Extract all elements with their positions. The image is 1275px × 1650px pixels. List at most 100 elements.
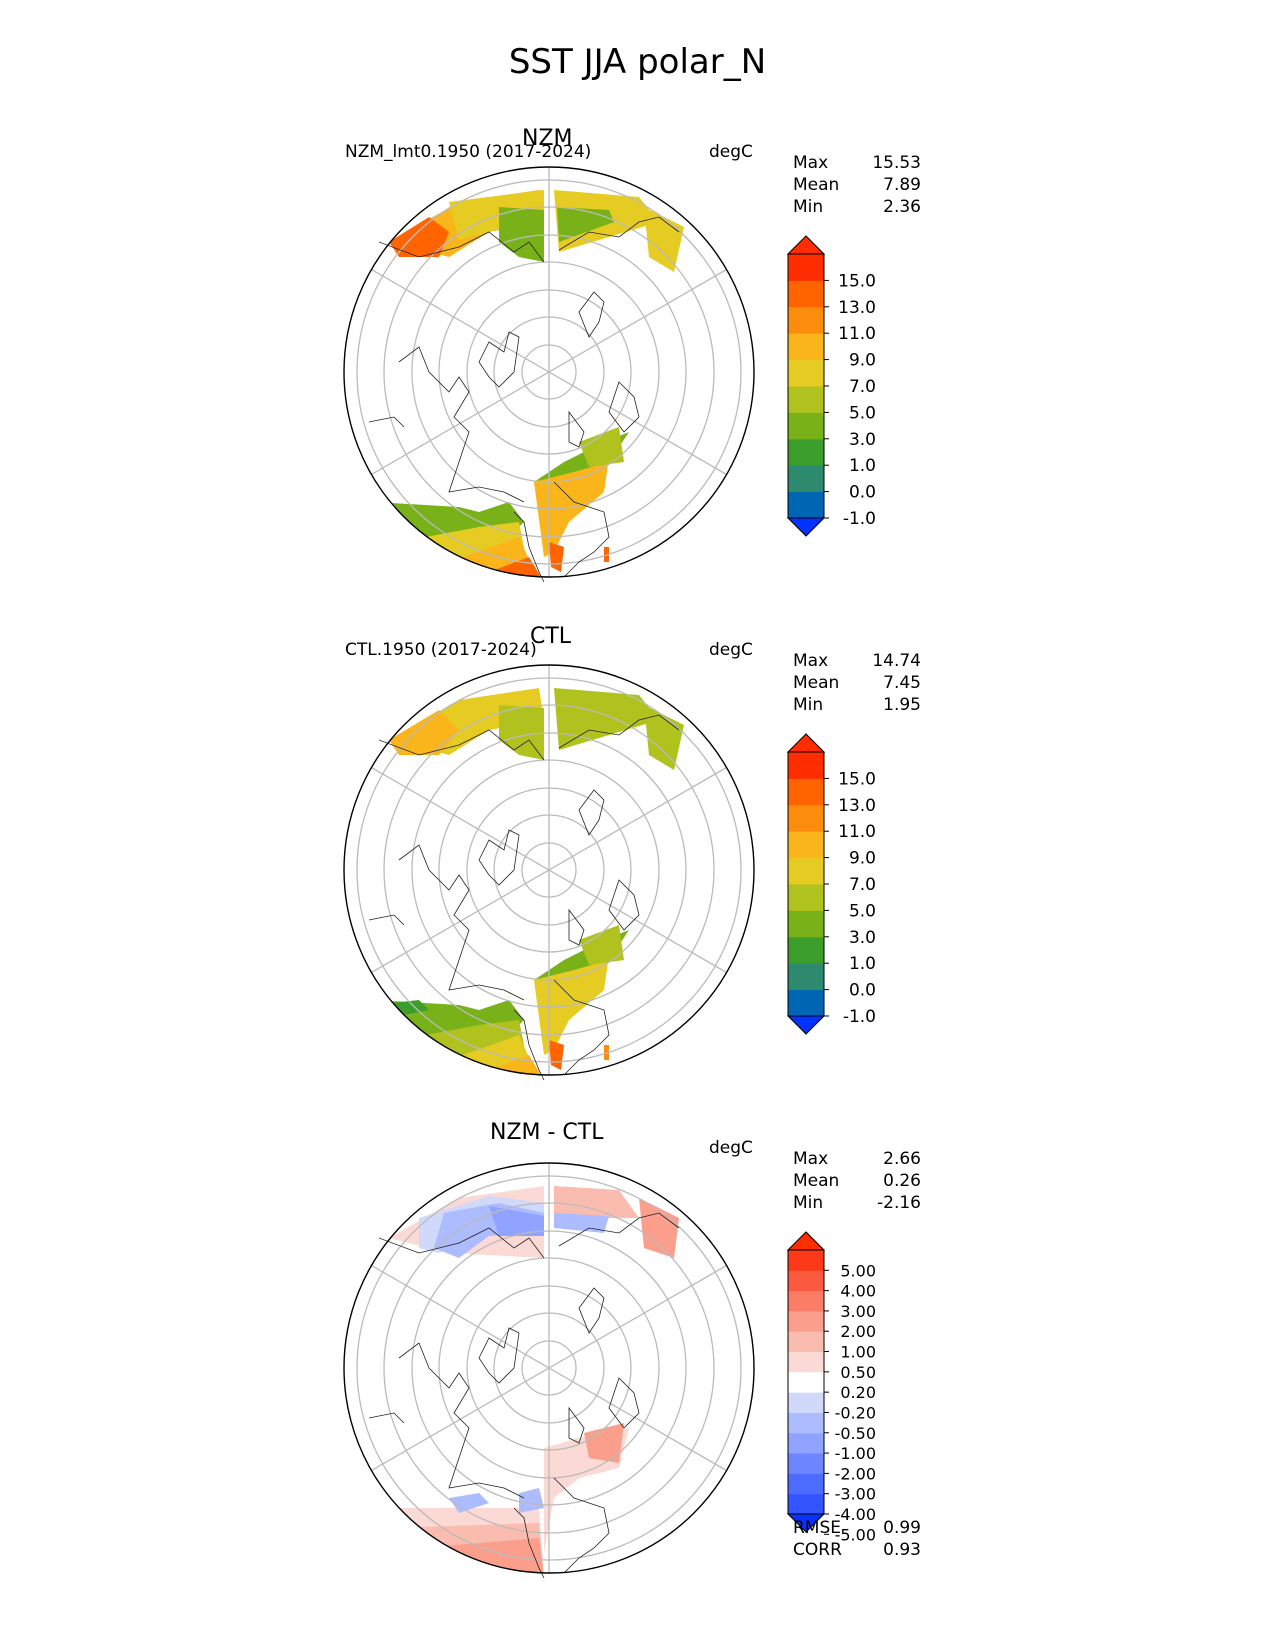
colorbar-tick-label: 5.00 bbox=[840, 1261, 876, 1280]
colorbar-tick-label: -1.0 bbox=[843, 509, 876, 529]
stat-max: Max 15.53 bbox=[793, 152, 921, 174]
colorbar-extend-max bbox=[786, 235, 826, 255]
colorbar-segment bbox=[788, 752, 824, 779]
colorbar-tick-label: 9.0 bbox=[849, 849, 876, 869]
colorbar-segment bbox=[788, 1310, 824, 1332]
colorbar-segment bbox=[788, 412, 824, 440]
colorbar-segment bbox=[788, 1453, 824, 1474]
colorbar-segment bbox=[788, 910, 824, 938]
colorbar-tick-label: 1.0 bbox=[849, 456, 876, 476]
polar-map bbox=[343, 1162, 755, 1578]
sst-diff-region bbox=[639, 1198, 679, 1258]
stat-value: 7.89 bbox=[883, 175, 921, 195]
colorbar: 15.0 13.0 11.0 9.0 7.0 5.0 3.0 1.0 0.0 -1.0 bbox=[786, 733, 876, 1035]
colorbar-tick-label: 1.0 bbox=[849, 954, 876, 974]
sst-region-barents bbox=[604, 1045, 609, 1060]
colorbar-segment bbox=[788, 857, 824, 885]
sst-diff-region bbox=[554, 1186, 639, 1218]
sst-diff-region bbox=[584, 1423, 624, 1463]
colorbar-segment bbox=[788, 1250, 824, 1271]
colorbar-tick-label: 7.0 bbox=[849, 875, 876, 895]
colorbar-segment bbox=[788, 1392, 824, 1413]
panel-units: degC bbox=[709, 1138, 753, 1158]
stat-value: 7.45 bbox=[883, 673, 921, 693]
colorbar-segment bbox=[788, 1351, 824, 1373]
colorbar-segment bbox=[788, 386, 824, 413]
sst-diff-region bbox=[519, 1488, 544, 1513]
stat-mean: Mean 0.26 bbox=[793, 1170, 921, 1192]
sst-region-bering bbox=[499, 705, 544, 760]
lat-lon-grid bbox=[356, 665, 742, 1075]
panel-title: CTL bbox=[530, 624, 572, 649]
colorbar-segment bbox=[788, 333, 824, 361]
colorbar-tick-label: 13.0 bbox=[838, 796, 876, 816]
sst-region-bering bbox=[644, 207, 684, 272]
colorbar-tick-label: -5.00 bbox=[835, 1525, 876, 1544]
colorbar-tick-label: 7.0 bbox=[849, 377, 876, 397]
map-boundary bbox=[343, 664, 755, 1076]
panel-left-label: CTL.1950 (2017-2024) bbox=[345, 640, 537, 660]
sst-region-bering bbox=[554, 688, 659, 750]
colorbar-segment bbox=[788, 359, 824, 387]
map-boundary bbox=[343, 1162, 755, 1574]
colorbar-segment bbox=[788, 884, 824, 911]
colorbar-segment bbox=[788, 1331, 824, 1353]
panel-units: degC bbox=[709, 142, 753, 162]
colorbar-segment bbox=[788, 1432, 824, 1454]
colorbar-tick-label: 13.0 bbox=[838, 298, 876, 318]
stat-value: 15.53 bbox=[872, 153, 921, 173]
colorbar-tick-label: 11.0 bbox=[838, 822, 876, 842]
colorbar-tick-label: 0.0 bbox=[849, 483, 876, 503]
panel-units: degC bbox=[709, 640, 753, 660]
colorbar-segment bbox=[788, 254, 824, 281]
stat-label: Mean bbox=[793, 673, 840, 693]
colorbar-tick-label: 1.00 bbox=[840, 1343, 876, 1362]
panel-ctl: CTL CTL.1950 (2017-2024) degC Max 14.74 M… bbox=[0, 618, 1275, 1088]
colorbar-tick-label: 3.0 bbox=[849, 928, 876, 948]
panel-nzm: NZM NZM_lmt0.1950 (2017-2024) degC Max 15… bbox=[0, 120, 1275, 590]
sst-diff-region bbox=[489, 1206, 544, 1236]
colorbar-tick-label: 15.0 bbox=[838, 769, 876, 789]
coastlines bbox=[368, 216, 680, 582]
metric-value: 0.93 bbox=[883, 1540, 921, 1560]
stats-box: Max 2.66 Mean 0.26 Min -2.16 bbox=[793, 1148, 921, 1214]
stat-min: Min -2.16 bbox=[793, 1192, 921, 1214]
panel-title: NZM bbox=[522, 126, 573, 151]
panel-left-label: NZM_lmt0.1950 (2017-2024) bbox=[345, 142, 592, 162]
colorbar-tick-label: -4.00 bbox=[835, 1505, 876, 1524]
colorbar-segment bbox=[788, 936, 824, 964]
colorbar-tick-label: 3.0 bbox=[849, 430, 876, 450]
colorbar-tick-label: 2.00 bbox=[840, 1322, 876, 1341]
sst-region-barents bbox=[604, 547, 609, 562]
stat-label: Max bbox=[793, 1149, 829, 1169]
colorbar-tick-label: 11.0 bbox=[838, 324, 876, 344]
colorbar-extend-max bbox=[786, 1231, 826, 1251]
sst-region-bering bbox=[644, 705, 684, 770]
stat-value: 1.95 bbox=[883, 695, 921, 715]
stat-mean: Mean 7.89 bbox=[793, 174, 921, 196]
colorbar: 15.0 13.0 11.0 9.0 7.0 5.0 3.0 1.0 0.0 -1.0 bbox=[786, 235, 876, 537]
colorbar-tick-label: 0.50 bbox=[840, 1363, 876, 1382]
colorbar-segment bbox=[788, 1371, 824, 1393]
lat-lon-grid bbox=[356, 167, 742, 577]
colorbar-tick-label: 4.00 bbox=[840, 1282, 876, 1301]
stat-value: -2.16 bbox=[877, 1193, 921, 1213]
map-boundary bbox=[343, 166, 755, 578]
metric-value: 0.99 bbox=[883, 1518, 921, 1538]
colorbar-extend-min bbox=[786, 517, 826, 537]
sst-region-barents bbox=[579, 427, 624, 467]
stat-label: Min bbox=[793, 1193, 824, 1213]
metric-corr: CORR 0.93 bbox=[793, 1539, 921, 1561]
panel-diff: NZM - CTL degC Max 2.66 Mean 0.26 Min -2.16 bbox=[0, 1116, 1275, 1586]
colorbar-segment bbox=[788, 1473, 824, 1495]
stat-min: Min 1.95 bbox=[793, 694, 921, 716]
colorbar-tick-label: 9.0 bbox=[849, 351, 876, 371]
metric-label: RMSE bbox=[793, 1518, 842, 1538]
stat-label: Mean bbox=[793, 1171, 840, 1191]
panel-title: NZM - CTL bbox=[490, 1120, 604, 1145]
stat-value: 14.74 bbox=[872, 651, 921, 671]
colorbar-segment bbox=[788, 438, 824, 466]
stats-box: Max 15.53 Mean 7.89 Min 2.36 bbox=[793, 152, 921, 218]
colorbar-extend-max bbox=[786, 733, 826, 753]
colorbar-segment bbox=[788, 804, 824, 832]
